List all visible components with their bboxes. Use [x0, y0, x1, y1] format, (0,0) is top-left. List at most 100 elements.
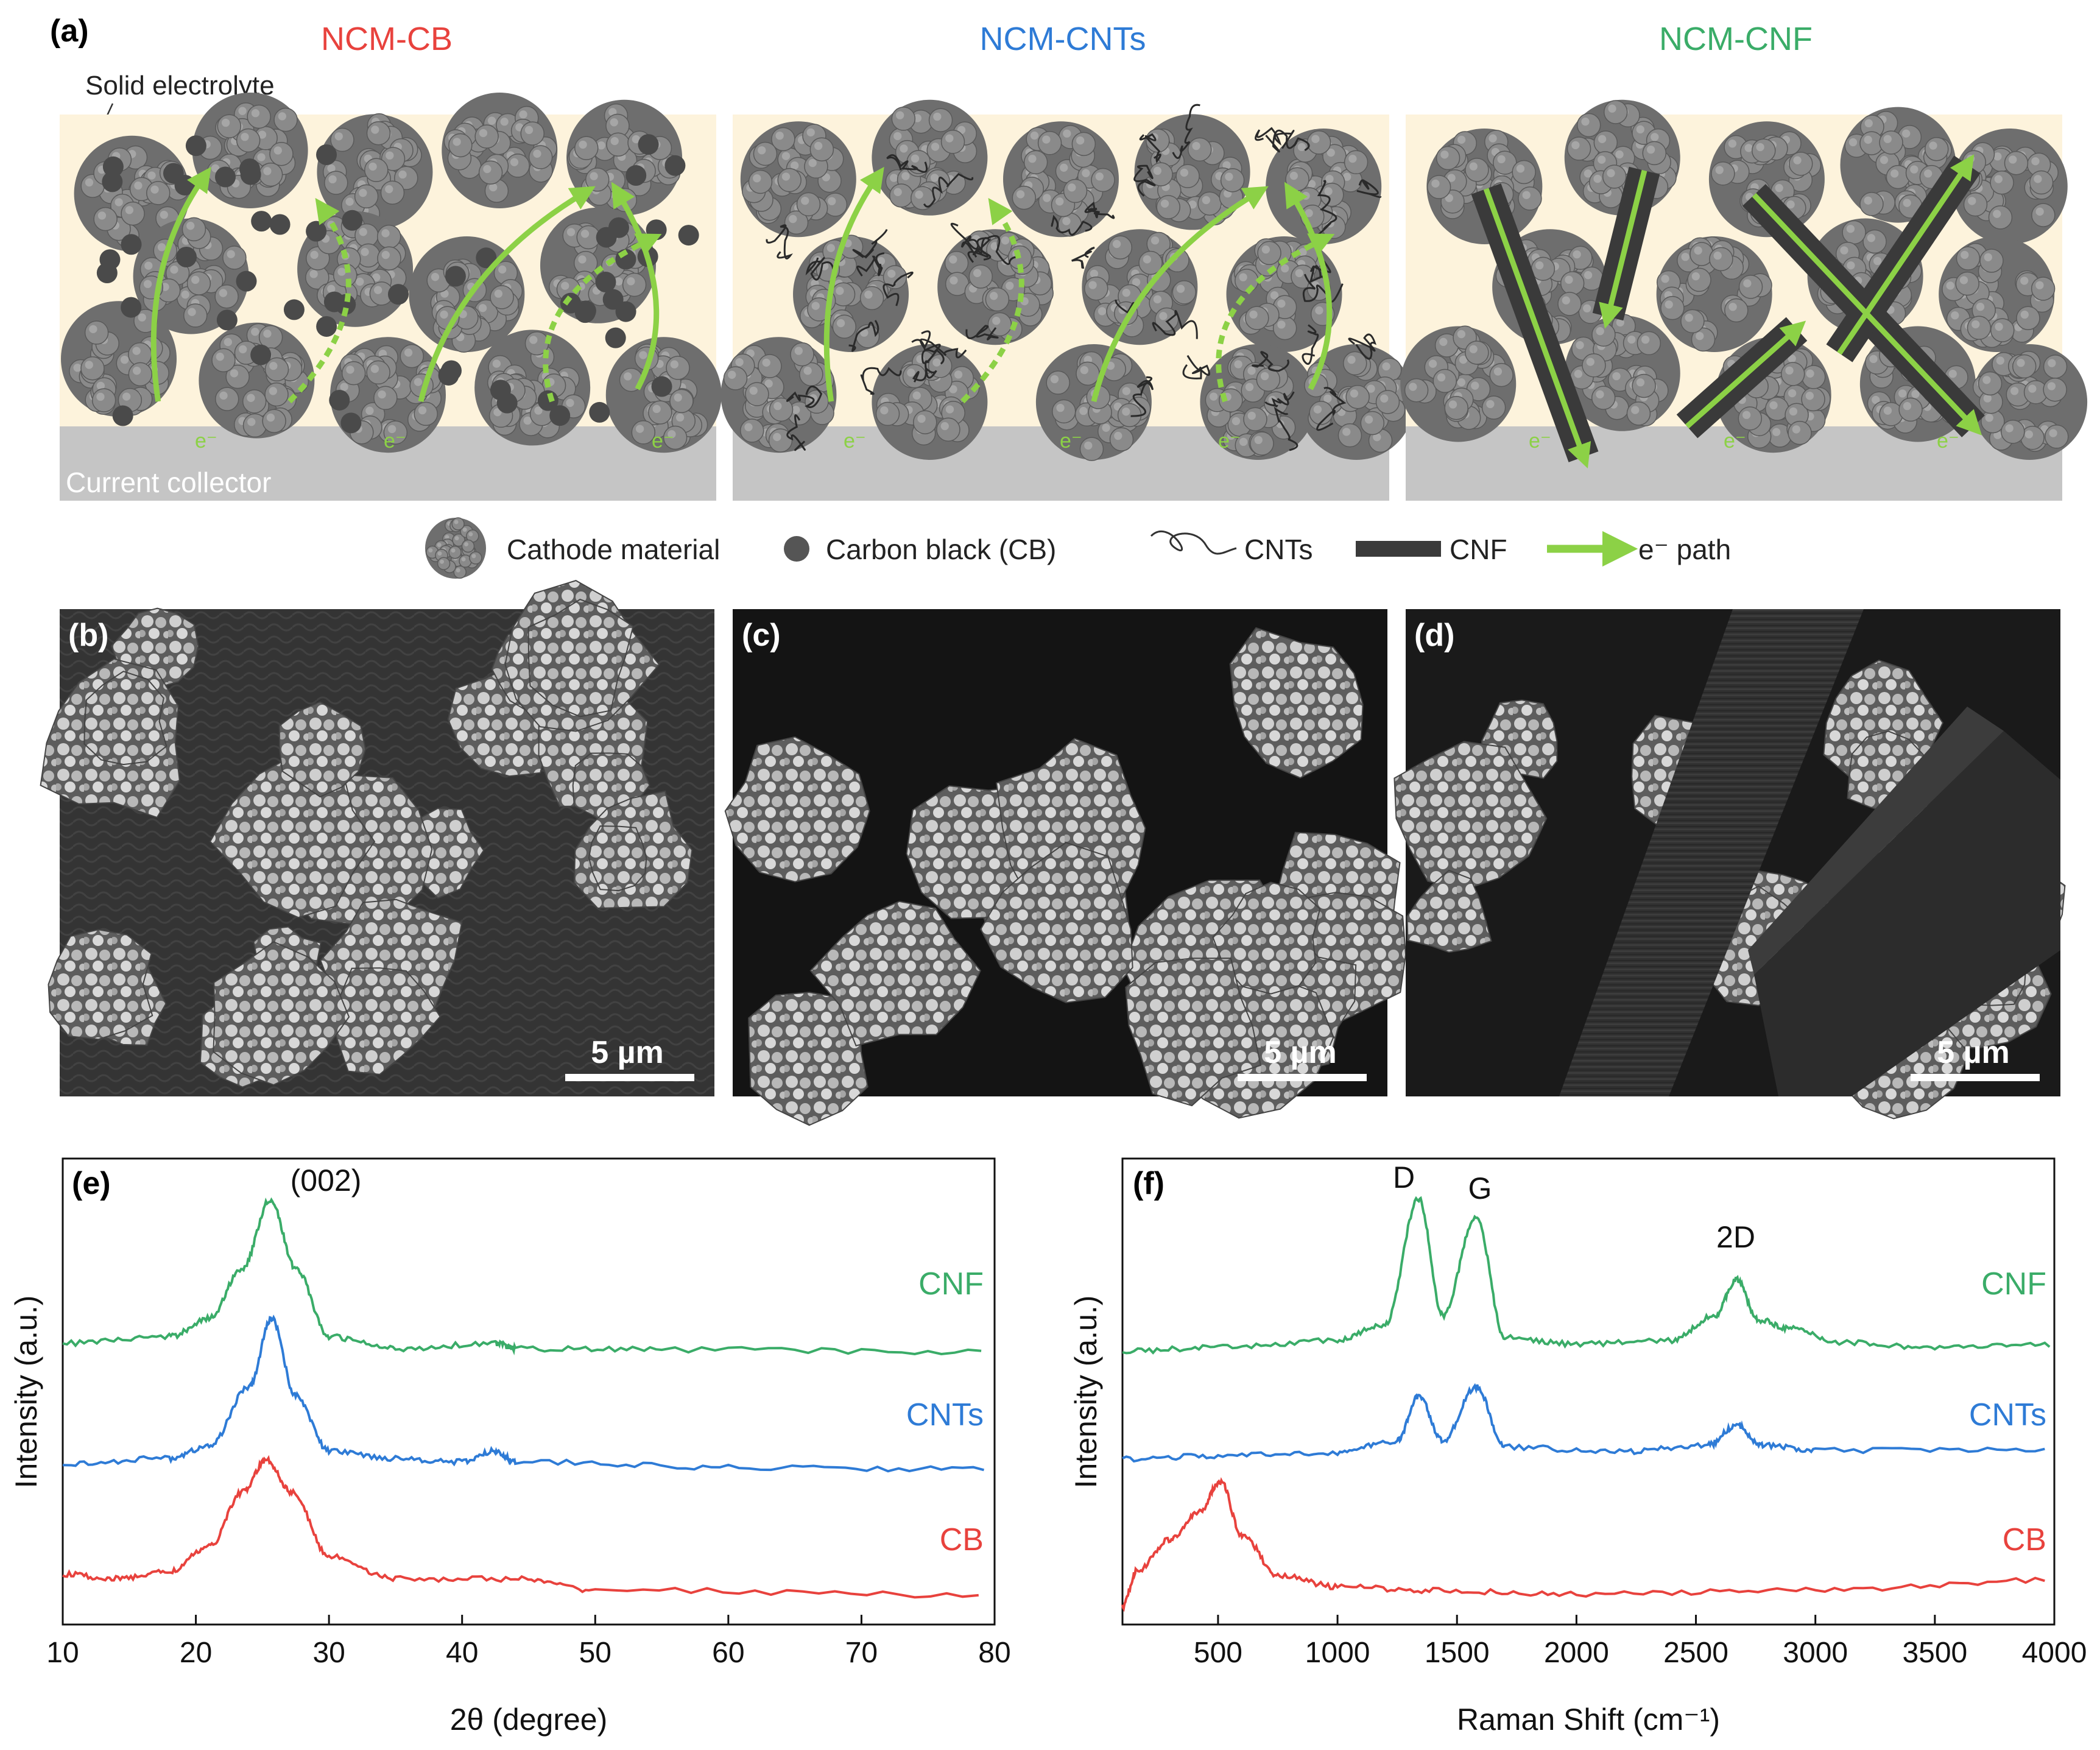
chart-f-annotation-2d: 2D [1716, 1220, 1755, 1254]
x-tick-label: 3000 [1783, 1637, 1848, 1669]
electron-path [1599, 169, 1647, 329]
electron-path [543, 233, 662, 403]
cnt-tangle [805, 257, 835, 281]
schematic-ncm-cnf [1400, 99, 2088, 501]
carbon-black-particle [240, 164, 261, 185]
electron-path [1837, 154, 1975, 355]
legend-cathode-icon [425, 517, 486, 579]
x-tick-label: 3500 [1902, 1637, 1967, 1669]
cathode-particle [1939, 236, 2056, 352]
carbon-black-particle [549, 405, 571, 426]
sem-b-label: (b) [68, 618, 108, 653]
cathode-particle [1134, 114, 1250, 230]
sem-b-scale-bar [565, 1074, 694, 1081]
chart-e-legend-cb: CB [940, 1522, 984, 1558]
cathode-particle [1708, 121, 1825, 238]
cnt-tangle [912, 360, 937, 383]
x-tick-label: 2000 [1544, 1637, 1609, 1669]
series-line-cb [1121, 1477, 2045, 1612]
carbon-black-particle [283, 299, 305, 320]
carbon-black-particle [176, 247, 197, 268]
electron-path [960, 198, 1024, 404]
cnt-tangle [1139, 133, 1161, 164]
title-ncm-cnts: NCM-CNTs [980, 21, 1146, 57]
chart-e-label: (e) [72, 1166, 111, 1201]
electron-path [1752, 192, 1982, 436]
electron-path [611, 182, 660, 390]
sem-particle [48, 929, 153, 1040]
chart-e-annotation-002: (002) [291, 1163, 362, 1198]
cnt-tangle [766, 224, 793, 259]
cathode-particle [1226, 236, 1342, 352]
cnt-tangle [1071, 246, 1095, 269]
cathode-particle [1400, 325, 1517, 442]
sem-panel-b: (b) 5 µm [40, 580, 714, 1096]
sem-particle [1125, 958, 1262, 1107]
cnt-tangle [1309, 260, 1331, 283]
carbon-black-particle [329, 389, 350, 411]
sem-particle [724, 736, 870, 883]
cnt-tangle [1265, 129, 1310, 153]
x-tick-label: 2500 [1663, 1637, 1728, 1669]
x-tick-label: 80 [978, 1637, 1010, 1669]
carbon-black-particle [476, 247, 497, 269]
x-tick-label: 1500 [1425, 1637, 1490, 1669]
legend-cnts-icon [1150, 531, 1237, 555]
legend-cnf-label: CNF [1450, 534, 1507, 565]
chart-e-frame [62, 1157, 996, 1626]
cathode-particle [721, 337, 837, 453]
series-line-cnf [62, 1197, 982, 1356]
carbon-black-particle [387, 284, 409, 305]
legend-cathode-label: Cathode material [507, 534, 720, 565]
title-ncm-cb: NCM-CB [321, 21, 453, 57]
sem-panel-d: (d) 5 µm [1394, 609, 2066, 1120]
sem-particle [980, 842, 1133, 1003]
cathode-particle [540, 207, 656, 323]
chart-e-legend-cnts: CNTs [906, 1397, 984, 1433]
cathode-particle [1298, 344, 1415, 460]
cathode-particle [442, 93, 558, 208]
cnt-tangle [1264, 391, 1295, 408]
cathode-particle [1564, 99, 1680, 216]
cnt-tangle [786, 414, 806, 451]
carbon-black-particle [306, 221, 327, 242]
x-tick-label: 30 [312, 1637, 345, 1669]
x-tick-label: 70 [845, 1637, 878, 1669]
carbon-black-particle [651, 376, 672, 397]
cathode-particle [317, 113, 433, 230]
schematic-ncm-cb: Current collector [60, 93, 722, 501]
cnf-fiber-2 [1754, 731, 2060, 1096]
carbon-black-particle [316, 316, 337, 337]
chart-e-ylabel: Intensity (a.u.) [9, 1296, 43, 1489]
sem-particle [278, 701, 367, 798]
sem-particle [809, 900, 982, 1046]
electron-symbol: e⁻ [1529, 429, 1551, 453]
carbon-black-particle [445, 266, 466, 287]
cathode-particle [1971, 344, 2088, 460]
electron-symbol: e⁻ [384, 429, 406, 453]
electron-symbol: e⁻ [195, 429, 217, 453]
x-tick-label: 1000 [1305, 1637, 1370, 1669]
legend-cnts-label: CNTs [1244, 534, 1312, 565]
carbon-black-particle [236, 270, 257, 292]
sem-d-scale-text: 5 µm [1937, 1035, 2010, 1070]
sem-particle [1229, 627, 1364, 779]
electron-path [1091, 186, 1269, 403]
sem-d-scale-bar [1911, 1074, 2040, 1081]
legend-e-path-label: e⁻ path [1638, 534, 1731, 565]
carbon-black-particle [438, 364, 459, 386]
cnt-tangle [1302, 324, 1319, 365]
chart-f-label: (f) [1133, 1166, 1165, 1201]
chart-f-legend-cnts: CNTs [1969, 1397, 2046, 1433]
sem-c-scale-bar [1238, 1074, 1367, 1081]
legend-carbon-black-icon [784, 536, 809, 562]
carbon-black-particle [596, 227, 617, 248]
electron-path [1685, 320, 1806, 429]
cnt-tangle [1172, 104, 1200, 159]
carbon-black-particle [251, 211, 272, 232]
schematic-ncm-cnts [721, 99, 1415, 501]
series-line-cnts [1122, 1383, 2045, 1463]
cnt-tangle [919, 330, 967, 359]
electron-path [823, 166, 884, 402]
carbon-black-particle [185, 135, 206, 157]
